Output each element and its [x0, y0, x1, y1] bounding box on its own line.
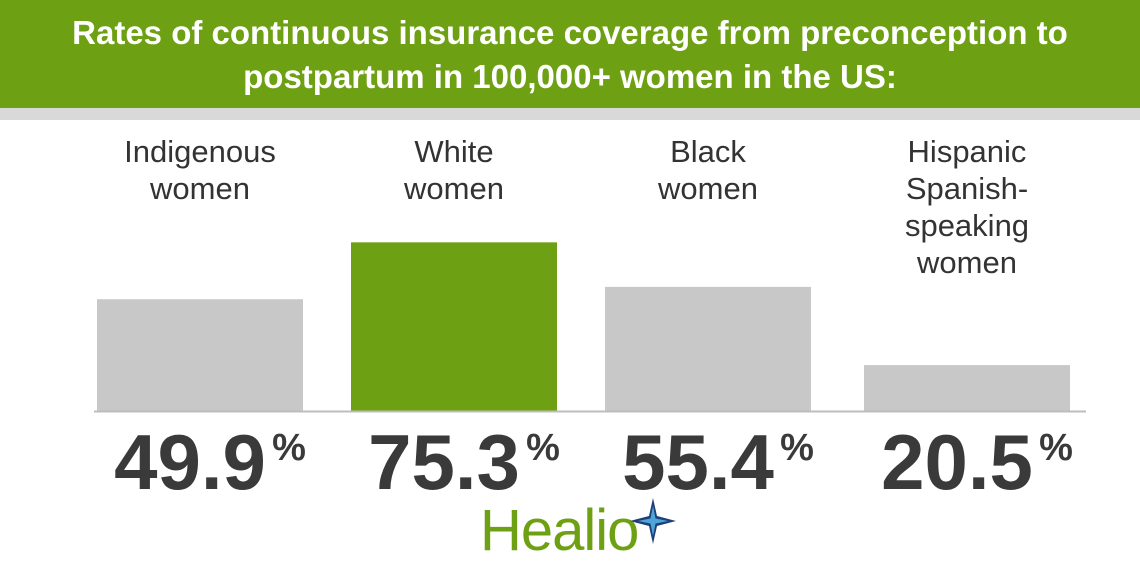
healio-logo: Healio	[480, 498, 690, 564]
value-unit: %	[526, 427, 560, 469]
category-label: Black women	[657, 134, 758, 206]
star-burst-icon	[630, 498, 676, 544]
value-label: 75.3	[368, 418, 520, 506]
value-label: 49.9	[114, 418, 266, 506]
category-label: Indigenous women	[124, 134, 276, 206]
value-label: 20.5	[881, 418, 1033, 506]
bar	[864, 365, 1070, 411]
value-unit: %	[1039, 427, 1073, 469]
bar	[97, 299, 303, 411]
bar	[605, 286, 811, 411]
chart-title-line-2: postpartum in 100,000+ women in the US:	[243, 58, 897, 95]
chart-title-line-1: Rates of continuous insurance coverage f…	[72, 14, 1068, 51]
value-unit: %	[780, 427, 814, 469]
category-label: White women	[403, 134, 504, 206]
value-label: 55.4	[622, 418, 774, 506]
chart-title-banner: Rates of continuous insurance coverage f…	[0, 0, 1140, 108]
header-divider	[0, 108, 1140, 120]
category-label: Hispanic Spanish-speaking women	[905, 134, 1029, 280]
value-unit: %	[272, 427, 306, 469]
bar	[351, 242, 557, 411]
logo-text: Healio	[480, 498, 639, 563]
